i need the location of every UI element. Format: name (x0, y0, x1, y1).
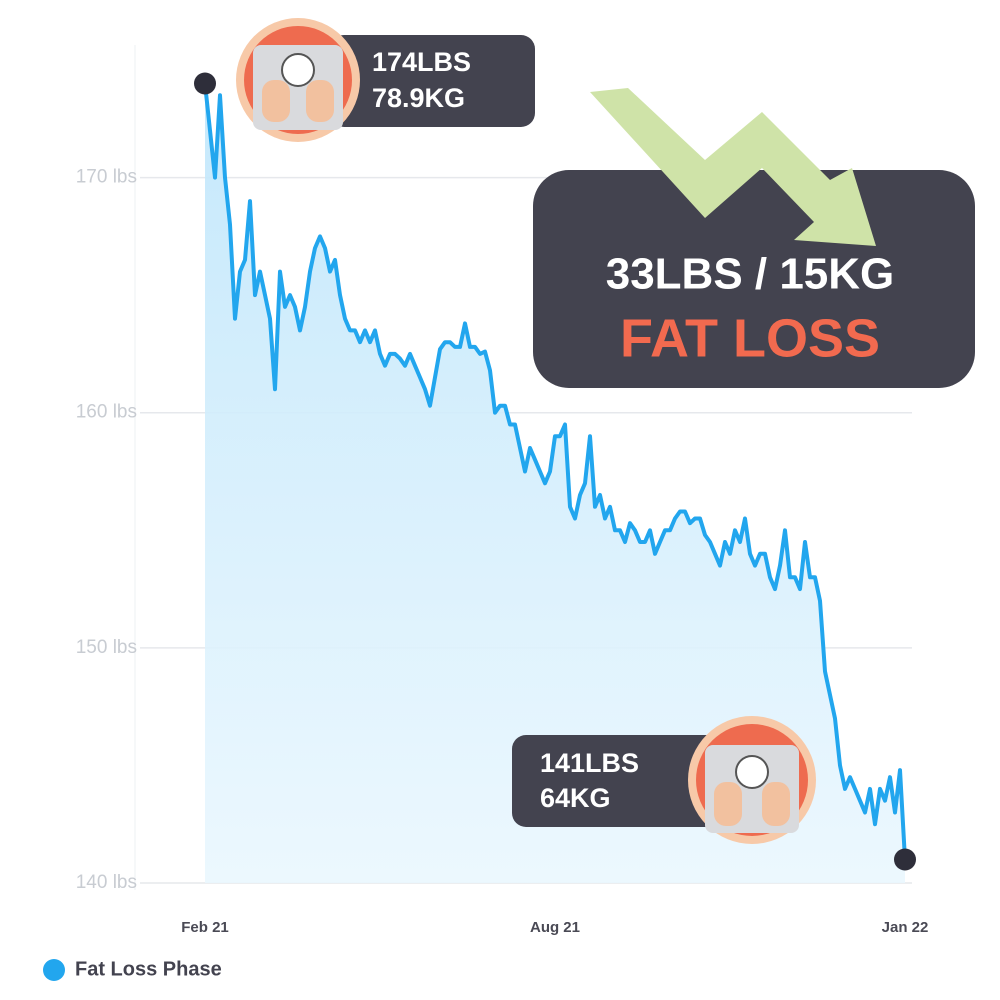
annotation-text: 64KG (540, 783, 611, 813)
x-tick-label: Aug 21 (530, 919, 580, 936)
y-tick-label: 160 lbs (76, 402, 137, 423)
foot (714, 782, 742, 826)
foot (262, 80, 290, 122)
x-tick-label: Feb 21 (181, 919, 229, 936)
badge-box (512, 735, 727, 827)
y-tick-label: 140 lbs (76, 872, 137, 893)
y-tick-label: 170 lbs (76, 167, 137, 188)
down-arrow (590, 88, 876, 246)
foot (306, 80, 334, 122)
legend-label: Fat Loss Phase (75, 958, 222, 980)
start-annotation: 174LBS 78.9KG (236, 18, 535, 142)
annotation-text: 174LBS (372, 47, 471, 77)
y-tick-label: 150 lbs (76, 637, 137, 658)
line (203, 83, 907, 860)
plot-area: 140 lbs 150 lbs 160 lbs 170 lbs Feb 21 Aug 21… (76, 72, 929, 936)
end-point (194, 72, 216, 95)
x-tick-label: Jan 22 (882, 919, 929, 936)
legend-marker (43, 959, 65, 981)
foot (762, 782, 790, 826)
headline: 33LBS / 15KG FAT LOSS (533, 88, 975, 388)
annotation-text: 78.9KG (372, 83, 465, 113)
scale-dial (281, 53, 315, 87)
area (205, 83, 905, 883)
annotation-text: 141LBS (540, 748, 639, 778)
headline-text: FAT LOSS (620, 308, 880, 368)
badge-box (330, 35, 535, 127)
end-annotation: 141LBS 64KG (512, 716, 816, 844)
headline-text: 33LBS / 15KG (606, 250, 895, 299)
end-point (894, 848, 916, 871)
scale-dial (735, 755, 769, 789)
legend: Fat Loss Phase (43, 958, 222, 981)
